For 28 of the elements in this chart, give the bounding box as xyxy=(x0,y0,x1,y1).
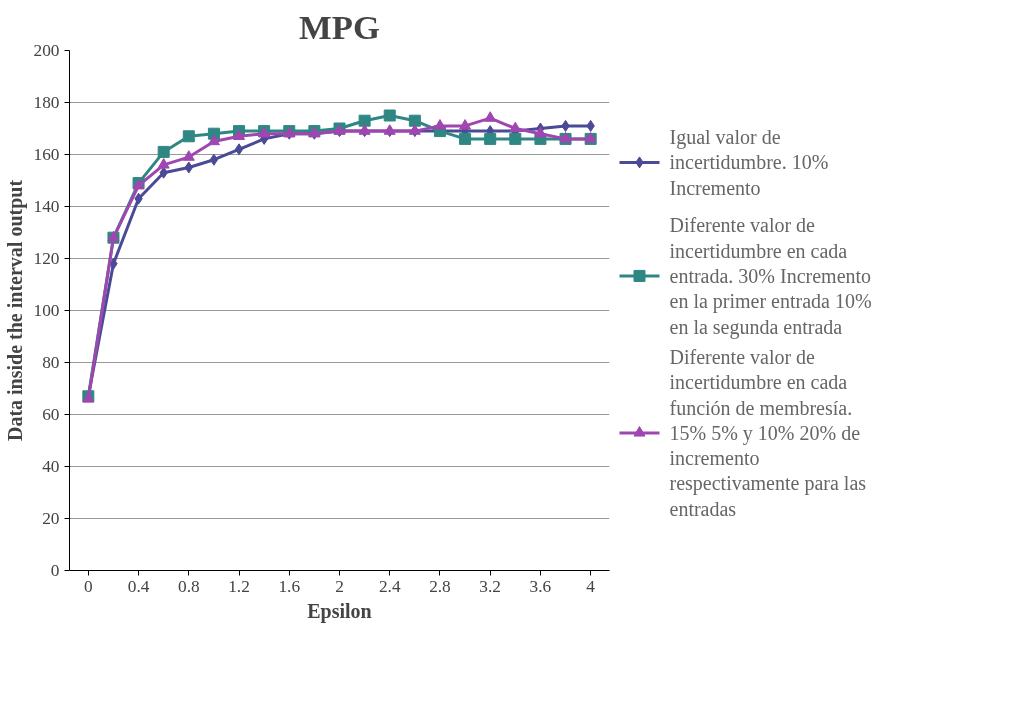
legend-label: Diferente valor de incertidumbre en cada entrada. 30% Incremento en la primer entrada 10% en la segunda entrada xyxy=(669,214,872,339)
x-tick-label: 0.4 xyxy=(127,576,150,596)
x-tick-label: 3.6 xyxy=(529,576,552,596)
x-tick-label: 2 xyxy=(335,576,344,596)
y-tick-label: 200 xyxy=(33,41,60,60)
y-tick-label: 140 xyxy=(33,197,60,216)
x-tick-label: 3.2 xyxy=(479,576,502,596)
y-axis-title: Data inside the interval output xyxy=(3,179,27,442)
y-tick-label: 0 xyxy=(50,561,60,580)
legend-label: Igual valor de incertidumbre. 10% Incremento xyxy=(669,126,829,199)
y-tick-label: 180 xyxy=(33,93,60,112)
x-tick-label: 0 xyxy=(84,576,93,596)
legend-label: Diferente valor de incertidumbre en cada función de membresía. 15% 5% y 10% 20% de incremento respectivamente para las entradas xyxy=(669,345,867,520)
x-tick-label: 1.6 xyxy=(278,576,301,596)
y-tick-label: 100 xyxy=(33,301,60,320)
y-tick-label: 160 xyxy=(33,145,60,164)
x-axis-title: Epsilon xyxy=(307,599,372,623)
x-tick-label: 1.2 xyxy=(228,576,250,596)
chart-title: MPG xyxy=(299,7,380,46)
y-tick-label: 40 xyxy=(42,457,60,476)
y-tick-label: 80 xyxy=(42,353,60,372)
y-tick-label: 60 xyxy=(42,405,60,424)
y-tick-label: 20 xyxy=(42,509,60,528)
x-tick-label: 4 xyxy=(586,576,596,596)
x-tick-label: 2.4 xyxy=(378,576,401,596)
y-tick-label: 120 xyxy=(33,249,60,268)
x-tick-label: 0.8 xyxy=(177,576,200,596)
x-tick-label: 2.8 xyxy=(429,576,451,596)
